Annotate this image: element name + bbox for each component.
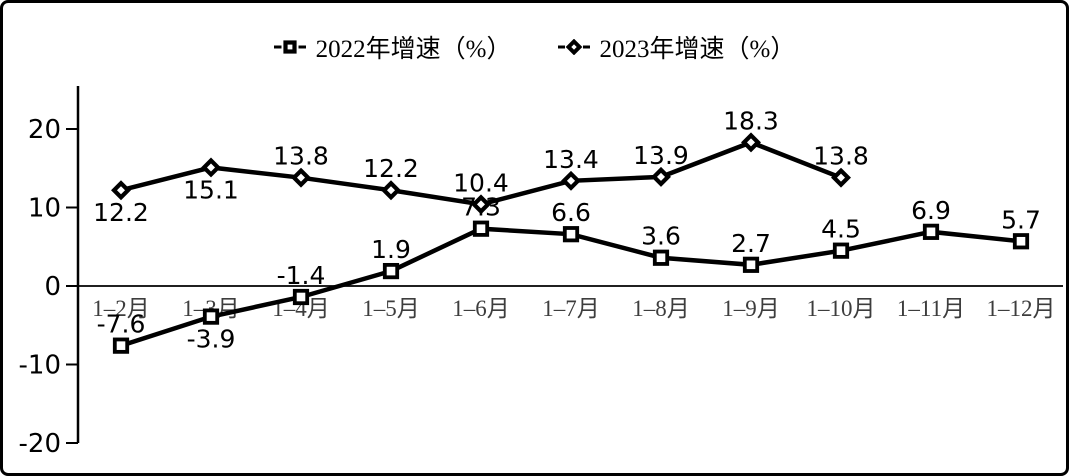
marker-diamond: [291, 167, 311, 188]
marker-square: [922, 223, 940, 240]
data-label: 18.3: [723, 106, 779, 135]
marker-square: [652, 249, 670, 266]
marker-square: [472, 220, 490, 237]
marker-diamond: [381, 180, 401, 201]
y-tick-label: 10: [28, 194, 61, 224]
data-label: 6.9: [911, 196, 951, 225]
data-label: 13.8: [813, 142, 869, 171]
legend-item-2022: 2022年增速（%）: [273, 29, 512, 65]
series-line-0: [120, 226, 1022, 348]
data-label: 13.4: [543, 145, 599, 174]
data-label: 12.2: [93, 198, 149, 227]
marker-diamond: [651, 166, 671, 187]
x-category-label: 1–2月: [92, 296, 150, 321]
data-label: -7.6: [97, 310, 146, 339]
marker-diamond: [471, 194, 491, 215]
data-label: 15.1: [183, 175, 239, 204]
marker-square: [292, 288, 310, 306]
x-category-label: 1–11月: [897, 296, 965, 321]
x-category-label: 1–9月: [722, 296, 780, 321]
x-category-label: 1–7月: [542, 296, 600, 321]
marker-square: [112, 337, 130, 354]
data-label: 1.9: [371, 235, 411, 264]
y-tick-label: 0: [44, 272, 61, 302]
chart-legend: 2022年增速（%） 2023年增速（%）: [3, 29, 1066, 65]
data-label: 3.6: [641, 222, 681, 251]
data-label: 4.5: [821, 215, 861, 244]
x-category-label: 1–5月: [362, 296, 420, 321]
data-label: 6.6: [551, 198, 591, 227]
y-tick-label: 20: [28, 115, 61, 145]
marker-square: [562, 226, 580, 243]
data-label: -1.4: [277, 261, 326, 290]
y-tick-label: -20: [19, 429, 61, 459]
legend-item-2023: 2023年增速（%）: [557, 29, 796, 65]
diamond-marker-icon: [557, 39, 590, 55]
marker-square: [382, 262, 400, 280]
marker-diamond: [201, 157, 221, 178]
marker-square: [202, 308, 220, 325]
data-label: 2.7: [731, 229, 771, 258]
marker-square: [832, 242, 850, 259]
x-category-label: 1–12月: [987, 296, 1056, 321]
y-tick-label: -10: [19, 351, 61, 381]
data-label: 12.2: [363, 154, 419, 183]
marker-square: [742, 256, 760, 273]
data-label: 10.4: [453, 168, 509, 197]
marker-diamond: [741, 132, 761, 153]
marker-square: [1012, 233, 1030, 250]
legend-label-2023: 2023年增速（%）: [599, 36, 796, 63]
square-marker-icon: [273, 40, 306, 54]
x-category-label: 1–8月: [632, 296, 690, 321]
data-label: 13.8: [273, 142, 329, 171]
data-label: 5.7: [1001, 205, 1041, 234]
x-category-label: 1–6月: [452, 296, 510, 321]
marker-diamond: [831, 167, 851, 188]
data-label: 13.9: [633, 141, 689, 170]
marker-diamond: [561, 170, 581, 191]
x-category-label: 1–10月: [807, 296, 876, 321]
legend-label-2022: 2022年增速（%）: [315, 36, 512, 63]
marker-diamond: [111, 180, 131, 201]
data-label: -3.9: [187, 325, 236, 354]
